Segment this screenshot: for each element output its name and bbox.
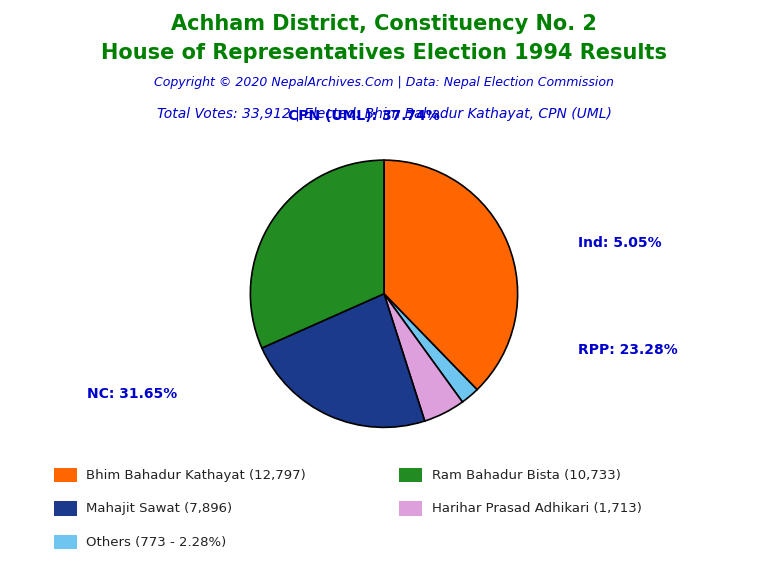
Wedge shape bbox=[384, 294, 477, 402]
Text: Bhim Bahadur Kathayat (12,797): Bhim Bahadur Kathayat (12,797) bbox=[86, 469, 306, 482]
Text: RPP: 23.28%: RPP: 23.28% bbox=[578, 343, 677, 357]
Text: Achham District, Constituency No. 2: Achham District, Constituency No. 2 bbox=[171, 14, 597, 35]
Text: Ind: 5.05%: Ind: 5.05% bbox=[578, 236, 661, 250]
Wedge shape bbox=[250, 160, 384, 348]
Text: Copyright © 2020 NepalArchives.Com | Data: Nepal Election Commission: Copyright © 2020 NepalArchives.Com | Dat… bbox=[154, 76, 614, 89]
Text: Ram Bahadur Bista (10,733): Ram Bahadur Bista (10,733) bbox=[432, 469, 621, 482]
Text: Mahajit Sawat (7,896): Mahajit Sawat (7,896) bbox=[86, 502, 232, 515]
Text: CPN (UML): 37.74%: CPN (UML): 37.74% bbox=[288, 109, 440, 123]
Text: NC: 31.65%: NC: 31.65% bbox=[87, 387, 177, 401]
Text: Harihar Prasad Adhikari (1,713): Harihar Prasad Adhikari (1,713) bbox=[432, 502, 641, 515]
Wedge shape bbox=[384, 294, 462, 421]
Text: Total Votes: 33,912 | Elected: Bhim Bahadur Kathayat, CPN (UML): Total Votes: 33,912 | Elected: Bhim Baha… bbox=[157, 107, 611, 121]
Wedge shape bbox=[262, 294, 425, 427]
Wedge shape bbox=[384, 160, 518, 390]
Text: House of Representatives Election 1994 Results: House of Representatives Election 1994 R… bbox=[101, 43, 667, 63]
Text: Others (773 - 2.28%): Others (773 - 2.28%) bbox=[86, 536, 227, 548]
